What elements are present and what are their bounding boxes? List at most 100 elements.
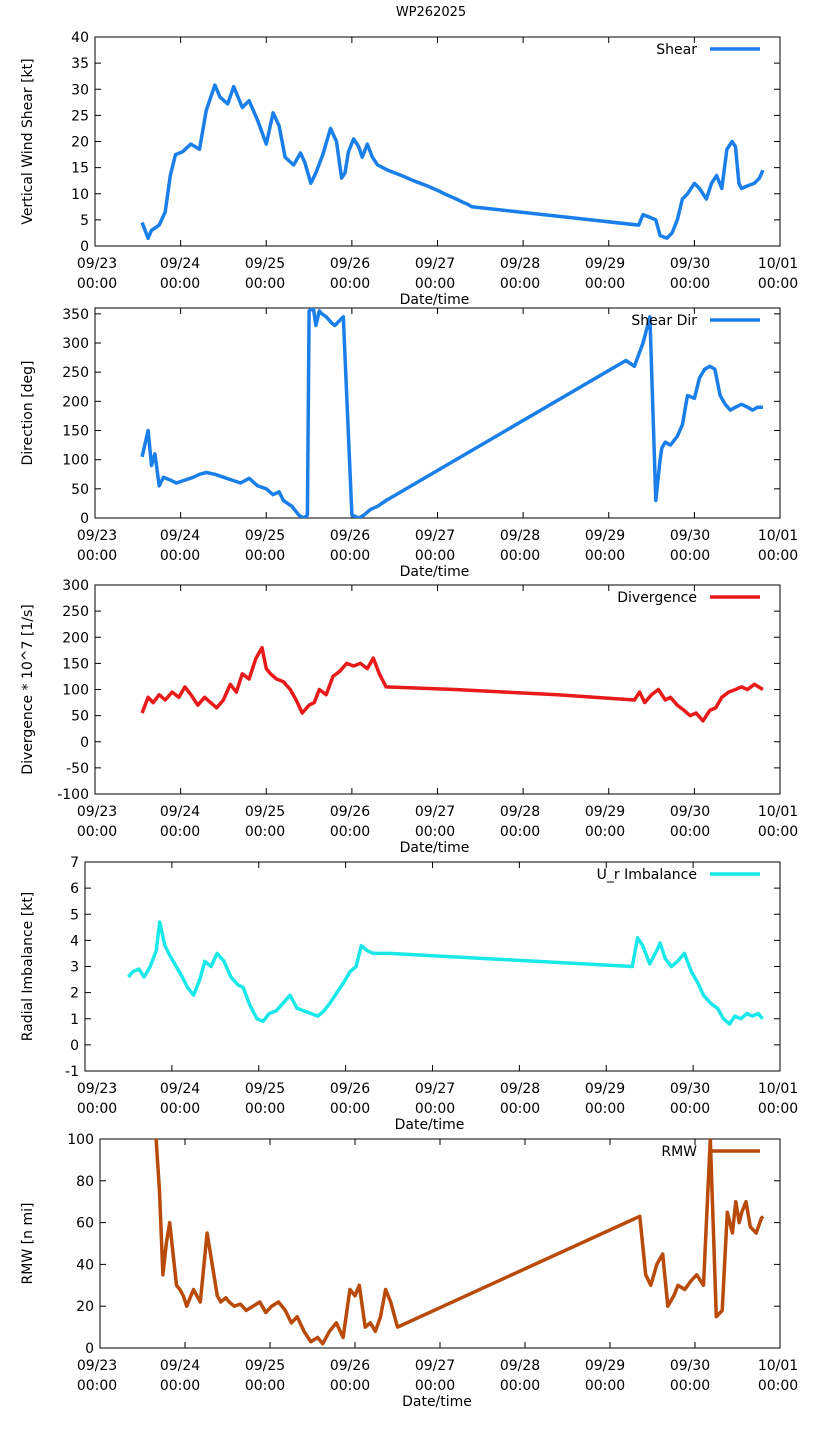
y-tick-label: 15 (71, 161, 89, 177)
y-tick-label: 250 (62, 604, 89, 620)
y-tick-label: 100 (62, 683, 89, 699)
x-axis-label: Date/time (400, 840, 470, 856)
x-tick-label-date: 09/26 (330, 1081, 370, 1097)
x-tick-label-time: 00:00 (758, 824, 798, 840)
chart-panel-2: 0 50 100 150 200 250 300 350 09/23 00:00 09/24 00:0… (20, 307, 798, 580)
x-tick-label-date: 09/30 (670, 1081, 710, 1097)
x-tick-label-time: 00:00 (758, 1378, 798, 1394)
legend-label: U_r Imbalance (597, 867, 697, 883)
x-tick-label-date: 10/01 (758, 1081, 798, 1097)
chart-panel-3: -100 -50 0 50 100 150 200 250 300 09/23 00:00 09/24… (20, 578, 798, 856)
x-tick-label-date: 09/27 (415, 804, 455, 820)
y-tick-label: -50 (66, 761, 89, 777)
x-tick-label-time: 00:00 (758, 548, 798, 564)
x-tick-label-date: 09/24 (160, 528, 200, 544)
y-tick-label: 150 (62, 656, 89, 672)
x-axis-label: Date/time (395, 1117, 465, 1133)
plot-frame (94, 307, 781, 519)
y-tick-label: 300 (62, 336, 89, 352)
x-tick-label-date: 09/26 (330, 804, 370, 820)
x-tick-label-time: 00:00 (160, 276, 200, 292)
y-tick-label: 150 (62, 424, 89, 440)
x-tick-label-time: 00:00 (670, 548, 710, 564)
x-tick-label-time: 00:00 (245, 548, 285, 564)
x-tick-label-date: 09/30 (670, 1358, 710, 1374)
x-tick-label-time: 00:00 (415, 1378, 455, 1394)
x-tick-label-date: 09/24 (160, 256, 200, 272)
x-tick-label-date: 09/23 (77, 1081, 117, 1097)
y-tick-label: 250 (62, 365, 89, 381)
x-tick-label-time: 00:00 (500, 824, 540, 840)
x-tick-label-date: 09/26 (330, 256, 370, 272)
x-tick-label-time: 00:00 (670, 1378, 710, 1394)
x-tick-label-date: 09/29 (585, 528, 625, 544)
x-axis-label: Date/time (400, 292, 470, 308)
legend-label: RMW (661, 1144, 697, 1160)
x-tick-label-date: 09/27 (415, 528, 455, 544)
y-tick-label: 40 (76, 1257, 94, 1273)
y-tick-label: 10 (71, 187, 89, 203)
x-tick-label-date: 10/01 (758, 1358, 798, 1374)
x-tick-label-date: 09/30 (670, 256, 710, 272)
y-tick-label: 80 (76, 1174, 94, 1190)
x-tick-label-time: 00:00 (670, 824, 710, 840)
x-tick-label-date: 09/30 (670, 528, 710, 544)
x-tick-label-time: 00:00 (245, 824, 285, 840)
series-line-shear-dir (140, 308, 763, 518)
x-tick-label-time: 00:00 (670, 276, 710, 292)
x-tick-label-date: 09/24 (160, 1358, 200, 1374)
x-tick-label-date: 09/27 (415, 1358, 455, 1374)
x-tick-label-time: 00:00 (245, 1101, 285, 1117)
figure-title: WP262025 (396, 5, 466, 20)
y-tick-label: 100 (62, 453, 89, 469)
y-tick-label: 50 (71, 709, 89, 725)
x-tick-label-time: 00:00 (500, 548, 540, 564)
x-tick-label-date: 10/01 (758, 804, 798, 820)
x-tick-label-time: 00:00 (160, 1101, 200, 1117)
x-tick-label-date: 09/28 (500, 528, 540, 544)
x-tick-label-date: 09/25 (245, 1081, 285, 1097)
x-tick-label-time: 00:00 (77, 824, 117, 840)
x-tick-label-time: 00:00 (330, 276, 370, 292)
chart-panel-5: 0 20 40 60 80 100 09/23 00:00 09/24 00:00 09/25 00:… (20, 1132, 798, 1410)
legend-label: Shear Dir (631, 313, 697, 329)
x-tick-label-date: 09/23 (77, 256, 117, 272)
x-tick-label-date: 09/23 (77, 528, 117, 544)
y-tick-label: 5 (80, 213, 89, 229)
y-tick-label: 0 (70, 1038, 79, 1054)
x-tick-label-time: 00:00 (415, 548, 455, 564)
y-tick-label: 7 (70, 855, 79, 871)
x-tick-label-time: 00:00 (330, 548, 370, 564)
y-tick-label: 25 (71, 108, 89, 124)
legend-label: Divergence (617, 590, 697, 606)
x-tick-label-date: 09/23 (77, 804, 117, 820)
x-tick-label-date: 09/29 (585, 256, 625, 272)
x-tick-label-time: 00:00 (330, 824, 370, 840)
x-tick-label-time: 00:00 (77, 276, 117, 292)
x-tick-label-time: 00:00 (758, 1101, 798, 1117)
x-axis-label: Date/time (402, 1394, 472, 1410)
x-tick-label-date: 09/24 (160, 804, 200, 820)
y-tick-label: 6 (70, 881, 79, 897)
x-tick-label-time: 00:00 (415, 1101, 455, 1117)
y-tick-label: 30 (71, 82, 89, 98)
y-tick-label: 0 (80, 239, 89, 255)
x-tick-label-time: 00:00 (160, 824, 200, 840)
x-tick-label-date: 09/26 (330, 1358, 370, 1374)
x-tick-label-time: 00:00 (500, 276, 540, 292)
y-tick-label: 3 (70, 960, 79, 976)
x-tick-label-date: 09/26 (330, 528, 370, 544)
y-tick-label: 35 (71, 56, 89, 72)
y-tick-label: 20 (76, 1299, 94, 1315)
x-tick-label-time: 00:00 (758, 276, 798, 292)
y-tick-label: 0 (80, 735, 89, 751)
x-tick-label-time: 00:00 (77, 1101, 117, 1117)
y-axis-label: Radial Imbalance [kt] (20, 892, 36, 1042)
x-tick-label-time: 00:00 (585, 276, 625, 292)
series-line-shear (140, 83, 765, 240)
x-tick-label-date: 09/25 (245, 256, 285, 272)
x-tick-label-time: 00:00 (330, 1378, 370, 1394)
x-tick-label-date: 09/28 (500, 1358, 540, 1374)
x-tick-label-time: 00:00 (415, 824, 455, 840)
